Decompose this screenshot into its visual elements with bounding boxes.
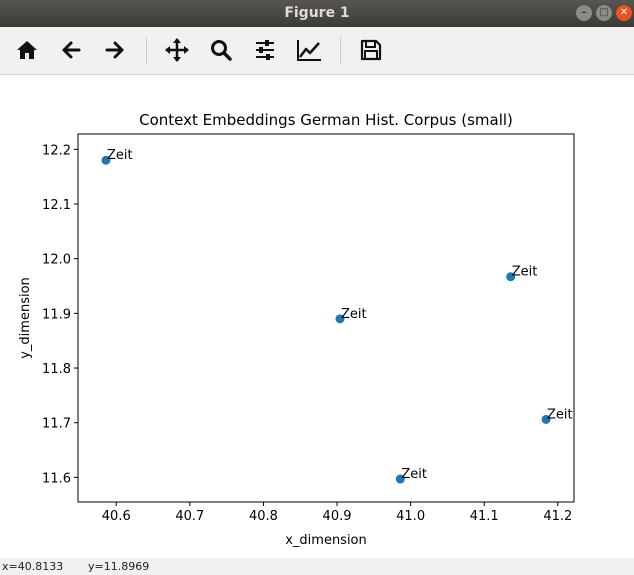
figure-canvas[interactable]: Context Embeddings German Hist. Corpus (… — [0, 75, 634, 558]
home-icon — [17, 41, 37, 59]
minimize-button[interactable]: – — [576, 5, 592, 21]
x-tick-label: 40.9 — [323, 509, 352, 524]
y-tick-label: 11.7 — [42, 417, 71, 432]
scatter-point — [335, 314, 345, 324]
cursor-y-readout: y=11.8969 — [88, 560, 150, 573]
scatter-point — [395, 474, 405, 484]
y-tick-label: 12.1 — [42, 198, 71, 213]
x-axis-label: x_dimension — [285, 533, 367, 548]
point-label: Zeit — [547, 407, 573, 422]
back-button[interactable] — [56, 35, 86, 65]
y-axis: 11.6 11.7 11.8 11.9 12.0 12.1 12.2 — [42, 143, 78, 486]
forward-button[interactable] — [100, 35, 130, 65]
x-tick-label: 41.0 — [396, 509, 425, 524]
point-label: Zeit — [107, 148, 133, 163]
point-label: Zeit — [341, 307, 367, 322]
x-tick-label: 41.2 — [543, 509, 572, 524]
x-tick-label: 40.8 — [249, 509, 278, 524]
x-tick-label: 40.6 — [102, 509, 131, 524]
pan-button[interactable] — [162, 35, 192, 65]
arrow-right-icon — [105, 41, 124, 59]
close-icon: ✕ — [619, 7, 629, 18]
edit-axes-button[interactable] — [294, 35, 324, 65]
sliders-icon — [256, 40, 274, 60]
scatter-point — [101, 155, 111, 165]
floppy-disk-icon — [360, 39, 382, 61]
point-label: Zeit — [401, 467, 427, 482]
save-button[interactable] — [356, 35, 386, 65]
home-button[interactable] — [12, 35, 42, 65]
close-button[interactable]: ✕ — [616, 5, 632, 21]
y-tick-label: 12.0 — [42, 253, 71, 268]
y-tick-label: 11.6 — [42, 471, 71, 486]
line-chart-icon — [297, 40, 321, 61]
window-title: Figure 1 — [284, 5, 350, 21]
maximize-icon: □ — [599, 7, 609, 18]
scatter-points: Zeit Zeit Zeit Zeit Zeit — [101, 148, 573, 484]
x-axis: 40.6 40.7 40.8 40.9 41.0 41.1 41.2 — [102, 502, 572, 524]
y-tick-label: 12.2 — [42, 143, 71, 158]
chart-title: Context Embeddings German Hist. Corpus (… — [139, 111, 513, 129]
configure-subplots-button[interactable] — [250, 35, 280, 65]
cursor-x-readout: x=40.8133 — [2, 560, 64, 573]
arrow-left-icon — [62, 41, 81, 59]
toolbar-separator — [340, 37, 341, 65]
point-label: Zeit — [512, 265, 538, 280]
plot-area — [77, 133, 575, 503]
window-titlebar: Figure 1 – □ ✕ — [0, 0, 634, 27]
y-tick-label: 11.9 — [42, 307, 71, 322]
search-icon — [211, 40, 232, 61]
y-tick-label: 11.8 — [42, 362, 71, 377]
minimize-icon: – — [581, 7, 587, 18]
x-tick-label: 40.7 — [175, 509, 204, 524]
move-icon — [165, 38, 189, 62]
scatter-point — [541, 414, 551, 424]
maximize-button[interactable]: □ — [596, 5, 612, 21]
x-tick-label: 41.1 — [470, 509, 499, 524]
zoom-button[interactable] — [206, 35, 236, 65]
scatter-point — [506, 272, 516, 282]
navigation-toolbar — [0, 27, 634, 75]
toolbar-separator — [146, 37, 147, 65]
y-axis-label: y_dimension — [18, 277, 33, 359]
status-bar: x=40.8133 y=11.8969 — [0, 558, 634, 575]
